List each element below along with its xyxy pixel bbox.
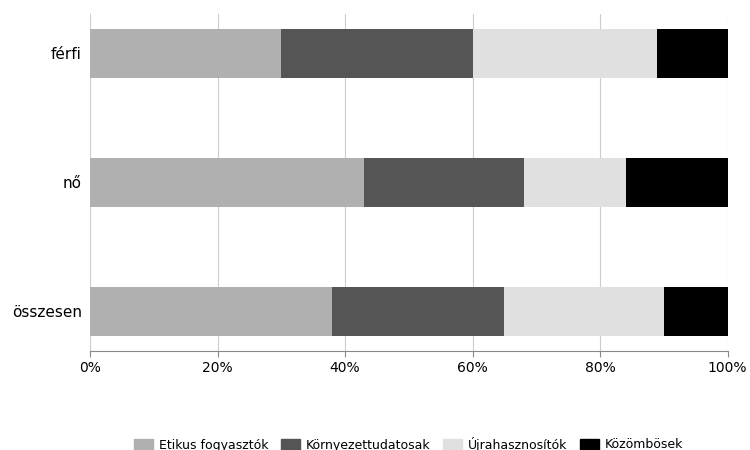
Bar (657, 29, 728, 78)
Bar (626, 158, 728, 207)
Bar (664, 287, 728, 336)
Bar (90, 158, 364, 207)
Bar (364, 158, 524, 207)
Bar (472, 29, 657, 78)
Bar (524, 158, 626, 207)
Bar (281, 29, 472, 78)
Bar (90, 29, 281, 78)
Bar (504, 287, 664, 336)
Bar (90, 287, 332, 336)
Legend: Etikus fogyasztók, Környezettudatosak, Újrahasznosítók, Közömbösek: Etikus fogyasztók, Környezettudatosak, Ú… (129, 432, 688, 450)
Bar (332, 287, 504, 336)
